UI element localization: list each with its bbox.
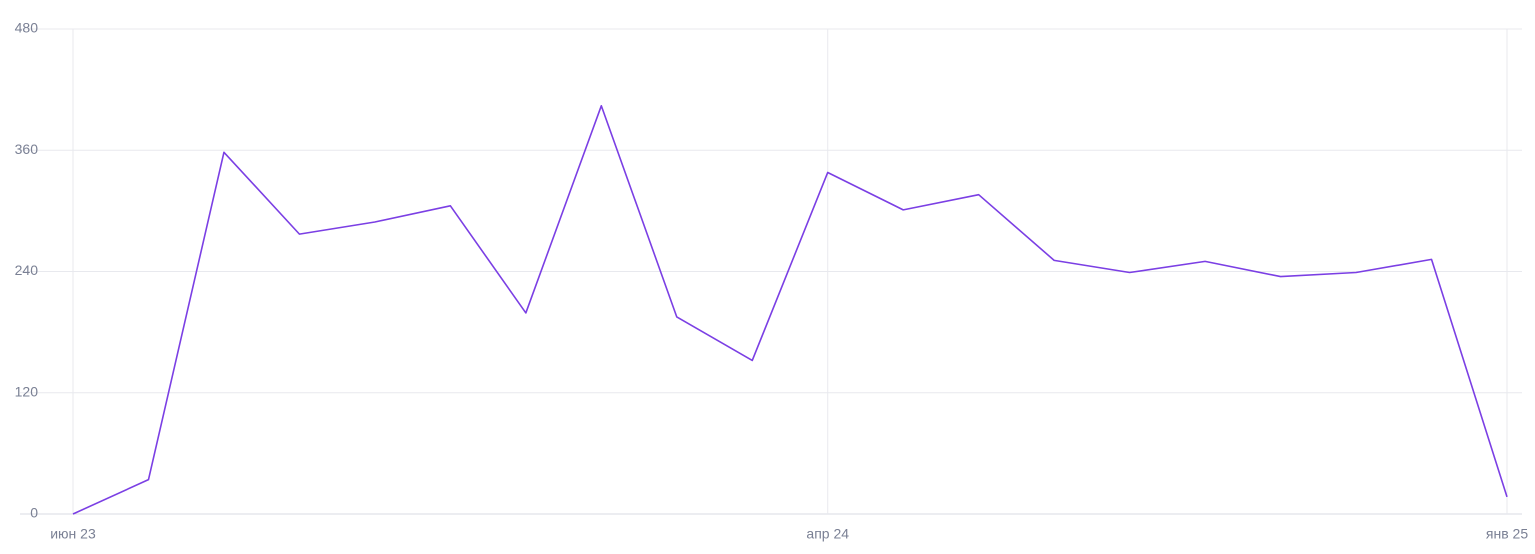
y-tick-label: 120 [15, 383, 39, 399]
y-tick-label: 0 [30, 505, 38, 521]
x-tick-label: июн 23 [50, 526, 96, 542]
y-tick-label: 480 [15, 20, 39, 36]
x-tick-label: янв 25 [1486, 526, 1528, 542]
y-tick-label: 240 [15, 262, 39, 278]
y-tick-label: 360 [15, 141, 39, 157]
x-tick-label: апр 24 [806, 526, 849, 542]
line-series [72, 104, 1508, 515]
